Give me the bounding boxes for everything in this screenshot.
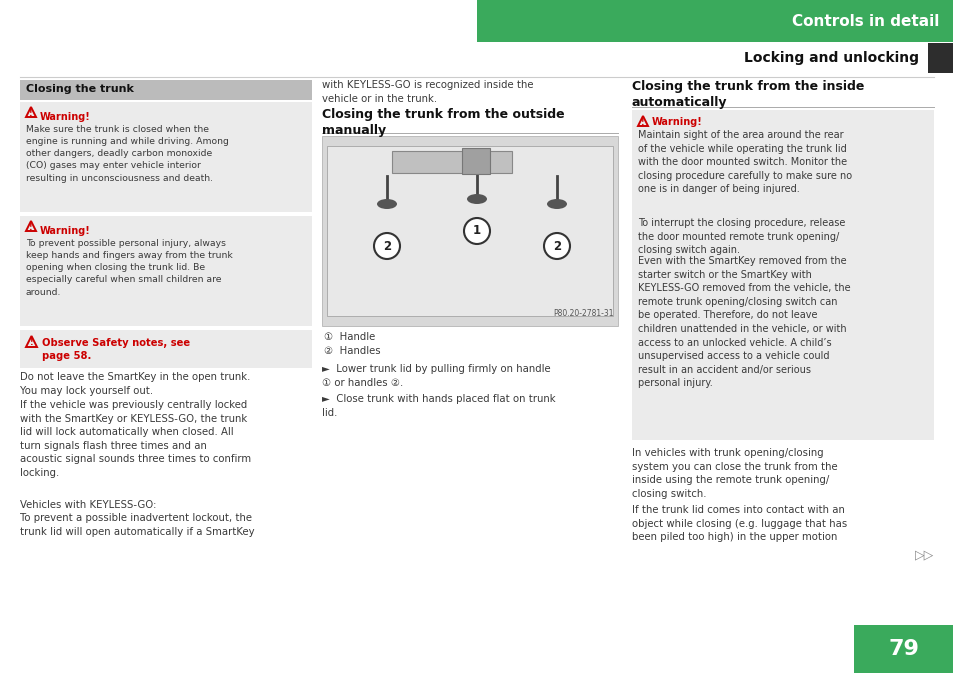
- Text: Warning!: Warning!: [651, 117, 702, 127]
- Bar: [853, 625, 953, 673]
- Text: 2: 2: [382, 240, 391, 252]
- Text: To prevent a possible inadvertent lockout, the
trunk lid will open automatically: To prevent a possible inadvertent lockou…: [20, 513, 254, 536]
- Bar: [392, 151, 512, 173]
- Text: !: !: [30, 339, 33, 347]
- Text: ②  Handles: ② Handles: [324, 346, 380, 356]
- Bar: [20, 102, 312, 212]
- Text: Controls in detail: Controls in detail: [791, 13, 938, 28]
- Text: ①  Handle: ① Handle: [324, 332, 375, 342]
- Ellipse shape: [546, 199, 566, 209]
- Bar: [476, 0, 953, 42]
- Text: To prevent possible personal injury, always
keep hands and fingers away from the: To prevent possible personal injury, alw…: [26, 239, 233, 297]
- Text: In vehicles with trunk opening/closing
system you can close the trunk from the
i: In vehicles with trunk opening/closing s…: [631, 448, 837, 499]
- Text: ►  Lower trunk lid by pulling firmly on handle
① or handles ②.: ► Lower trunk lid by pulling firmly on h…: [322, 364, 550, 388]
- Text: Warning!: Warning!: [40, 226, 91, 236]
- Bar: [20, 80, 312, 100]
- Text: Locking and unlocking: Locking and unlocking: [743, 51, 918, 65]
- Text: !: !: [640, 118, 644, 127]
- Circle shape: [543, 233, 569, 259]
- Bar: [327, 146, 613, 316]
- Text: with KEYLESS-GO is recognized inside the
vehicle or in the trunk.: with KEYLESS-GO is recognized inside the…: [322, 80, 533, 104]
- Ellipse shape: [376, 199, 396, 209]
- Circle shape: [463, 218, 490, 244]
- Text: 1: 1: [473, 225, 480, 238]
- Bar: [20, 330, 312, 368]
- Text: !: !: [30, 109, 32, 118]
- Text: 2: 2: [553, 240, 560, 252]
- Text: P80.20-2781-31: P80.20-2781-31: [553, 309, 614, 318]
- Text: ►  Close trunk with hands placed flat on trunk
lid.: ► Close trunk with hands placed flat on …: [322, 394, 555, 418]
- Text: Observe Safety notes, see
page 58.: Observe Safety notes, see page 58.: [42, 338, 190, 361]
- Text: Closing the trunk: Closing the trunk: [26, 84, 133, 94]
- Bar: [631, 110, 933, 440]
- Bar: [322, 136, 618, 326]
- Text: To interrupt the closing procedure, release
the door mounted remote trunk openin: To interrupt the closing procedure, rele…: [638, 218, 844, 255]
- Circle shape: [374, 233, 399, 259]
- Text: Closing the trunk from the inside
automatically: Closing the trunk from the inside automa…: [631, 80, 863, 109]
- Bar: [20, 216, 312, 326]
- Ellipse shape: [467, 194, 486, 204]
- Text: Make sure the trunk is closed when the
engine is running and while driving. Amon: Make sure the trunk is closed when the e…: [26, 125, 229, 182]
- Text: If the trunk lid comes into contact with an
object while closing (e.g. luggage t: If the trunk lid comes into contact with…: [631, 505, 846, 542]
- Text: If the vehicle was previously centrally locked
with the SmartKey or KEYLESS-GO, : If the vehicle was previously centrally …: [20, 400, 251, 478]
- Text: Even with the SmartKey removed from the
starter switch or the SmartKey with
KEYL: Even with the SmartKey removed from the …: [638, 256, 850, 388]
- Text: !: !: [30, 223, 32, 232]
- Text: Do not leave the SmartKey in the open trunk.
You may lock yourself out.: Do not leave the SmartKey in the open tr…: [20, 372, 250, 396]
- Text: 79: 79: [887, 639, 919, 659]
- Text: Closing the trunk from the outside
manually: Closing the trunk from the outside manua…: [322, 108, 564, 137]
- Text: Maintain sight of the area around the rear
of the vehicle while operating the tr: Maintain sight of the area around the re…: [638, 130, 851, 194]
- Text: Vehicles with KEYLESS-GO:: Vehicles with KEYLESS-GO:: [20, 500, 156, 510]
- Bar: [461, 148, 490, 174]
- Text: Warning!: Warning!: [40, 112, 91, 122]
- Bar: [927, 43, 953, 73]
- Text: ▷▷: ▷▷: [914, 548, 933, 561]
